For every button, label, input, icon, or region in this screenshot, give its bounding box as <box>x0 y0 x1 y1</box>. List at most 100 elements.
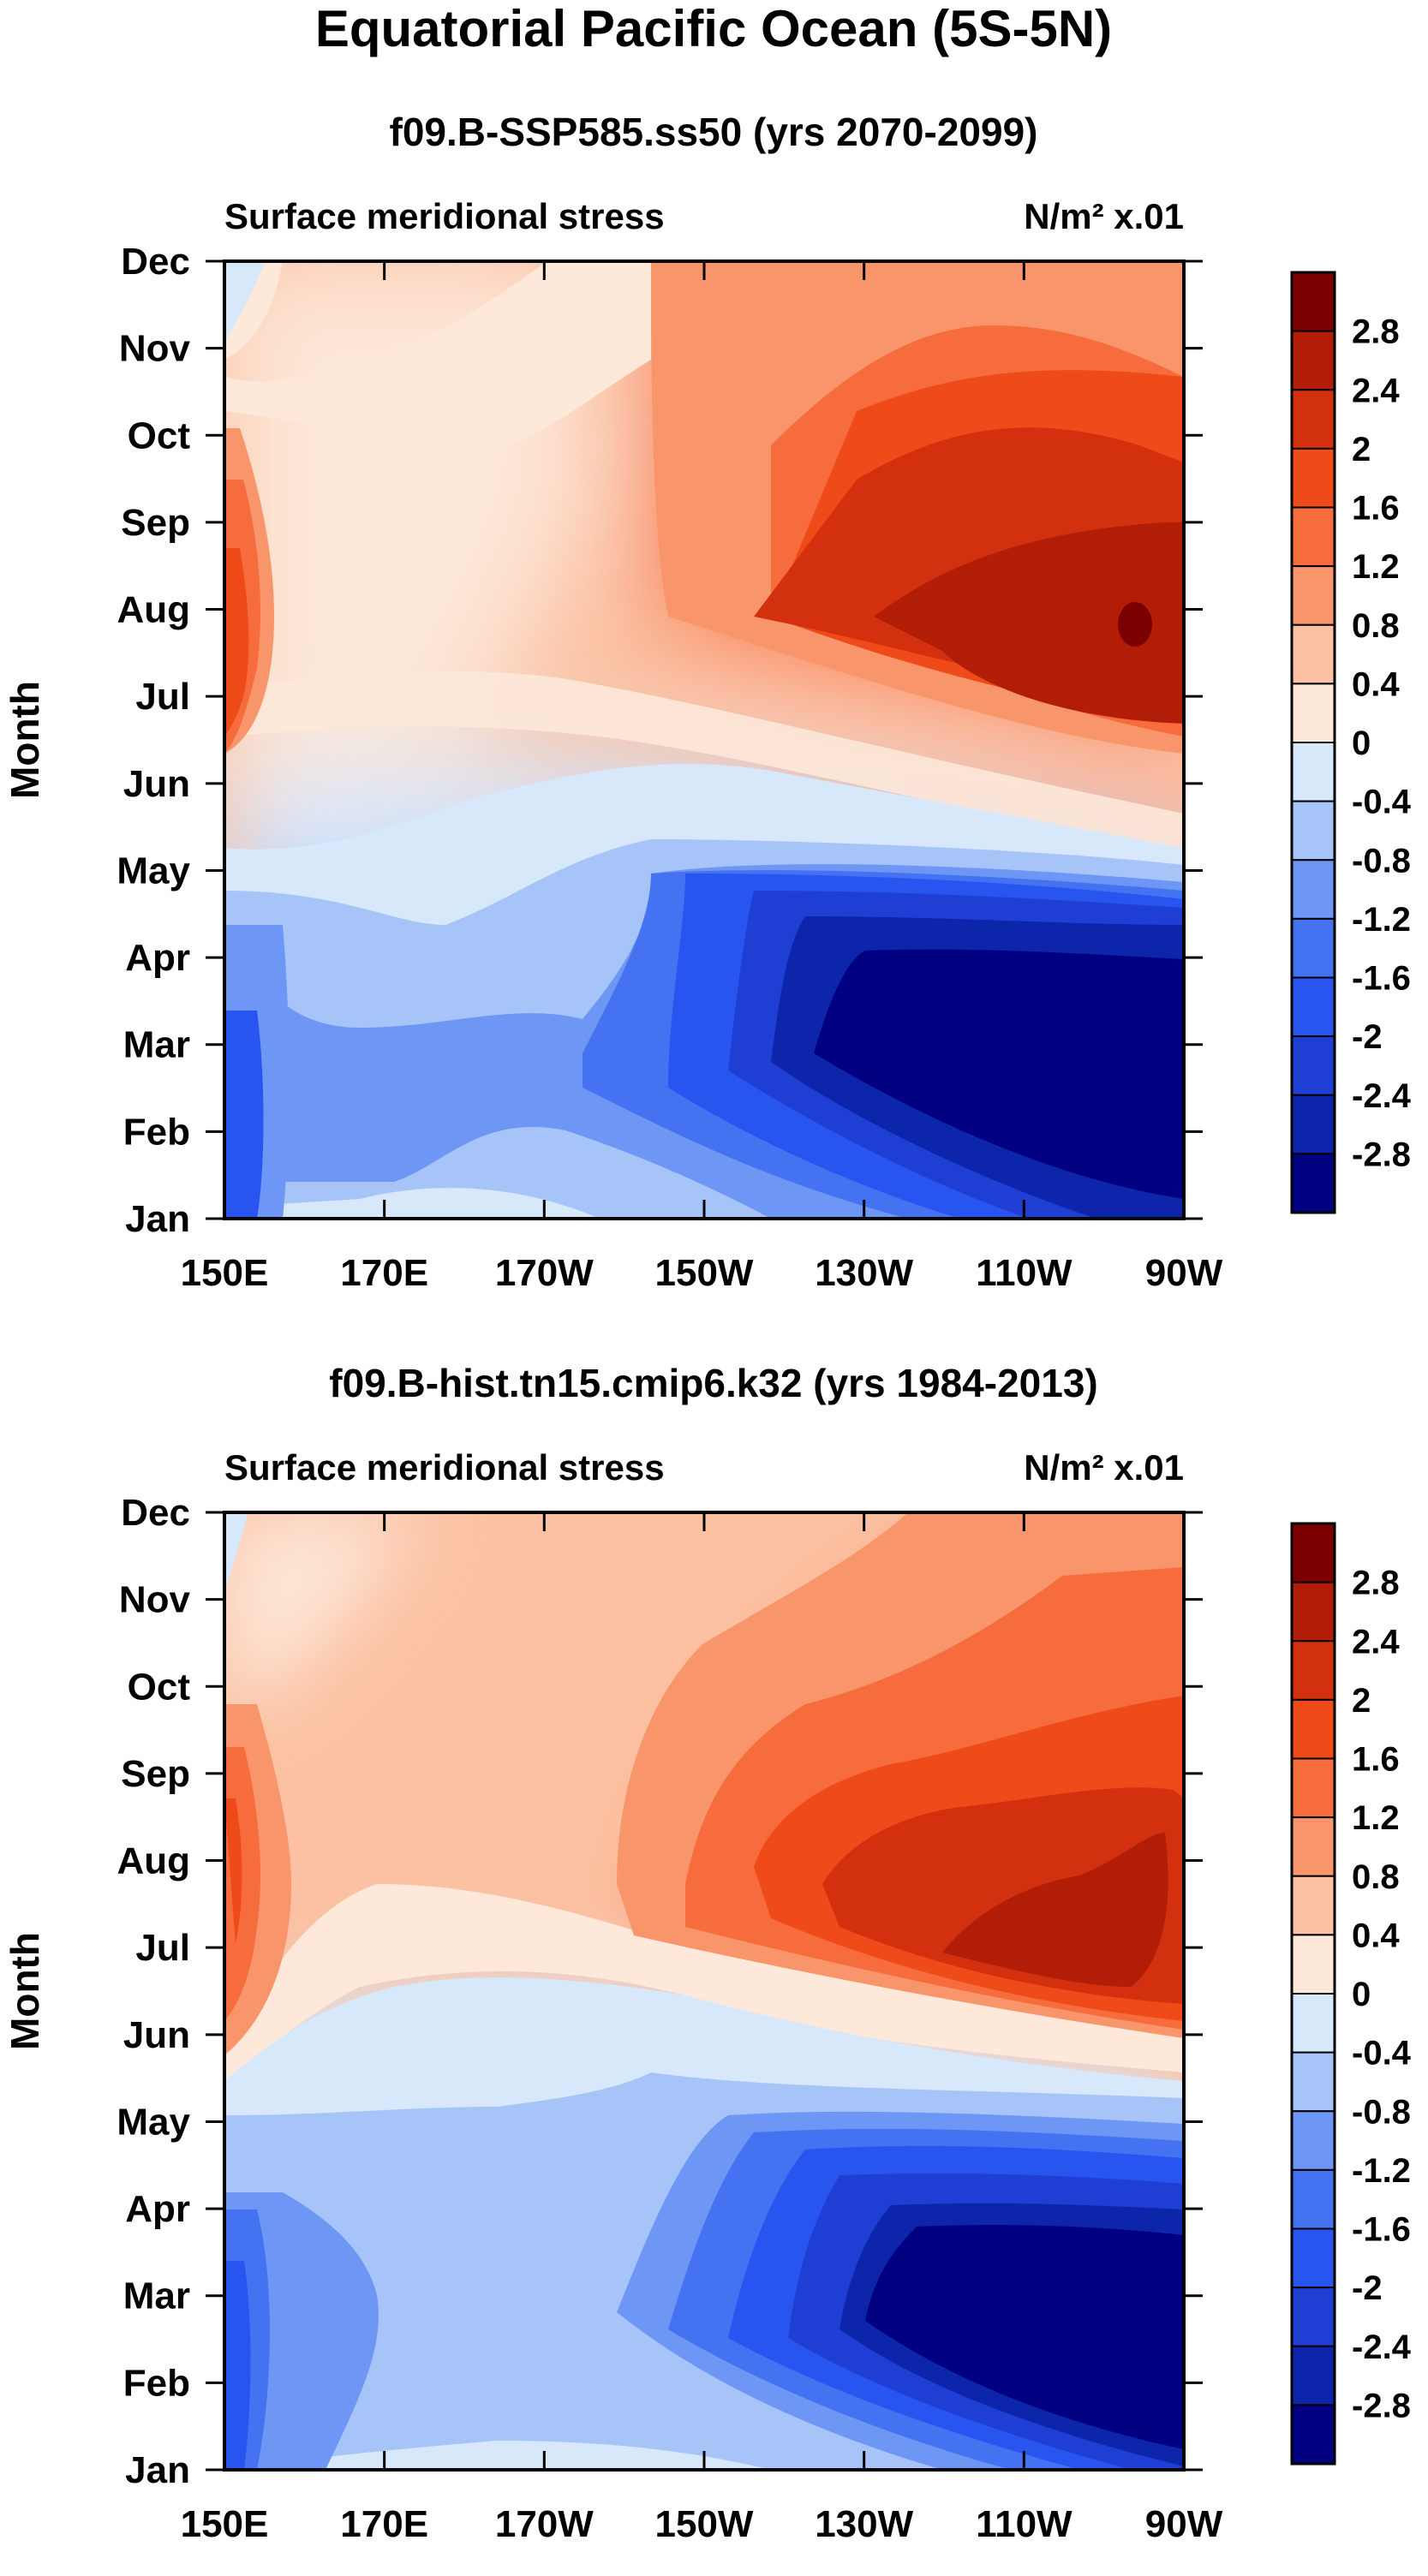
x-tick-label-6: 90W <box>1145 2503 1223 2545</box>
panel-2-contour-field <box>224 1512 1184 2470</box>
y-tick-label-0: Jan <box>125 2449 190 2491</box>
colorbar-box-1 <box>1291 1581 1335 1643</box>
colorbar-label-5: 0.8 <box>1352 607 1400 645</box>
colorbar-label-9: -0.8 <box>1352 2093 1411 2131</box>
colorbar-label-14: -2.8 <box>1352 2387 1411 2424</box>
colorbar-box-3 <box>1291 447 1335 509</box>
colorbar-box-2 <box>1291 389 1335 450</box>
x-tick-label-4: 130W <box>815 1252 913 1294</box>
panel-1-case-title: f09.B-SSP585.ss50 (yrs 2070-2099) <box>390 110 1038 154</box>
colorbar-box-12 <box>1291 2227 1335 2289</box>
x-tick-label-1: 170E <box>340 1252 428 1294</box>
colorbar-box-8 <box>1291 1993 1335 2054</box>
colorbar-box-9 <box>1291 800 1335 862</box>
colorbar-label-9: -0.8 <box>1352 842 1411 880</box>
panel-1-contour-field <box>224 261 1184 1219</box>
y-tick-label-8: Sep <box>121 502 190 544</box>
x-tick-label-6: 90W <box>1145 1252 1223 1294</box>
colorbar-label-3: 1.6 <box>1352 1741 1400 1779</box>
y-tick-label-3: Apr <box>125 2188 190 2230</box>
x-tick-label-4: 130W <box>815 2503 913 2545</box>
colorbar-label-8: -0.4 <box>1352 2035 1412 2072</box>
colorbar-box-14 <box>1291 2345 1335 2406</box>
colorbar-box-6 <box>1291 1875 1335 1936</box>
panel-2-contour-bands <box>224 1512 1184 2470</box>
y-tick-label-6: Jul <box>135 676 190 718</box>
colorbar-box-9 <box>1291 2051 1335 2113</box>
colorbar-label-0: 2.8 <box>1352 1565 1400 1602</box>
panel-1: f09.B-SSP585.ss50 (yrs 2070-2099) Surfac… <box>3 110 1412 1294</box>
colorbar-label-6: 0.4 <box>1352 1917 1400 1954</box>
x-tick-label-5: 110W <box>976 2503 1072 2545</box>
y-tick-label-7: Aug <box>117 589 190 631</box>
colorbar-box-10 <box>1291 2110 1335 2171</box>
colorbar-label-13: -2.4 <box>1352 2329 1412 2366</box>
colorbar-box-0 <box>1291 1523 1335 1583</box>
y-tick-label-10: Nov <box>119 328 191 370</box>
y-tick-label-10: Nov <box>119 1579 191 1621</box>
x-tick-label-2: 170W <box>495 1252 594 1294</box>
panel-1-left-string: Surface meridional stress <box>224 196 665 236</box>
colorbar-label-11: -1.6 <box>1352 960 1411 998</box>
panel-1-ylabel: Month <box>3 681 47 799</box>
y-tick-label-0: Jan <box>125 1198 190 1240</box>
colorbar-box-13 <box>1291 2287 1335 2347</box>
colorbar-label-5: 0.8 <box>1352 1858 1400 1896</box>
colorbar-box-8 <box>1291 742 1335 802</box>
y-tick-label-2: Mar <box>123 2275 190 2317</box>
y-tick-label-6: Jul <box>135 1927 190 1969</box>
y-tick-label-9: Oct <box>128 414 191 456</box>
colorbar-label-13: -2.4 <box>1352 1077 1412 1115</box>
colorbar-box-10 <box>1291 859 1335 920</box>
colorbar-box-4 <box>1291 506 1335 568</box>
colorbar-label-4: 1.2 <box>1352 548 1400 586</box>
colorbar-box-12 <box>1291 976 1335 1038</box>
panel-1-colorbar: 2.8 2.4 2 1.6 1.2 0.8 0.4 0 -0.4 -0.8 -1.2 -1.6 -2 -2… <box>1290 271 1412 1214</box>
panel-2-left-string: Surface meridional stress <box>224 1447 665 1488</box>
colorbar-box-3 <box>1291 1698 1335 1760</box>
x-tick-label-3: 150W <box>655 1252 754 1294</box>
panel-1-y-ticks: Jan Feb Mar Apr May Jun Jul Aug Sep Oct Nov Dec <box>117 241 1203 1240</box>
colorbar-box-1 <box>1291 330 1335 391</box>
panel-1-contour-bands <box>224 261 1184 1219</box>
colorbar-label-2: 2 <box>1352 431 1371 468</box>
colorbar-box-0 <box>1291 271 1335 332</box>
panel-1-right-string: N/m² x.01 <box>1024 196 1184 236</box>
colorbar-box-13 <box>1291 1035 1335 1096</box>
x-tick-label-3: 150W <box>655 2503 754 2545</box>
panel-2-axes: 150E 170E 170W 150W 130W 110W 90W Jan Feb Mar Apr… <box>117 1492 1222 2545</box>
colorbar-box-5 <box>1291 565 1335 626</box>
colorbar-box-15 <box>1291 1153 1335 1213</box>
x-tick-label-0: 150E <box>181 1252 269 1294</box>
panel-1-x-ticks: 150E 170E 170W 150W 130W 110W 90W <box>181 261 1223 1294</box>
colorbar-label-11: -1.6 <box>1352 2211 1411 2249</box>
colorbar-label-1: 2.4 <box>1352 1623 1400 1661</box>
panel-2-x-ticks: 150E 170E 170W 150W 130W 110W 90W <box>181 1512 1223 2545</box>
colorbar-label-7: 0 <box>1352 724 1371 762</box>
y-tick-label-7: Aug <box>117 1840 190 1882</box>
y-tick-label-9: Oct <box>128 1666 191 1708</box>
figure-title: Equatorial Pacific Ocean (5S-5N) <box>315 0 1112 57</box>
colorbar-label-1: 2.4 <box>1352 372 1400 409</box>
colorbar-label-2: 2 <box>1352 1682 1371 1720</box>
colorbar-label-6: 0.4 <box>1352 665 1400 703</box>
y-tick-label-5: Jun <box>123 2014 190 2056</box>
panel-1-axes: 150E 170E 170W 150W 130W 110W 90W Jan Feb Mar Apr… <box>117 241 1222 1294</box>
panel-2-case-title: f09.B-hist.tn15.cmip6.k32 (yrs 1984-2013… <box>329 1361 1097 1405</box>
y-tick-label-8: Sep <box>121 1753 190 1795</box>
colorbar-label-14: -2.8 <box>1352 1136 1411 1173</box>
colorbar-label-7: 0 <box>1352 1976 1371 2013</box>
colorbar-box-15 <box>1291 2404 1335 2465</box>
colorbar-frame <box>1290 1522 1336 2466</box>
y-tick-label-4: May <box>117 850 190 891</box>
colorbar-box-11 <box>1291 917 1335 979</box>
colorbar-label-0: 2.8 <box>1352 313 1400 351</box>
colorbar-label-12: -2 <box>1352 1018 1383 1056</box>
colorbar-box-7 <box>1291 1934 1335 1995</box>
y-tick-label-1: Feb <box>123 1111 190 1153</box>
panel-2-y-ticks: Jan Feb Mar Apr May Jun Jul Aug Sep Oct Nov Dec <box>117 1492 1203 2491</box>
colorbar-label-8: -0.4 <box>1352 784 1412 821</box>
colorbar-box-11 <box>1291 2168 1335 2230</box>
x-tick-label-0: 150E <box>181 2503 269 2545</box>
